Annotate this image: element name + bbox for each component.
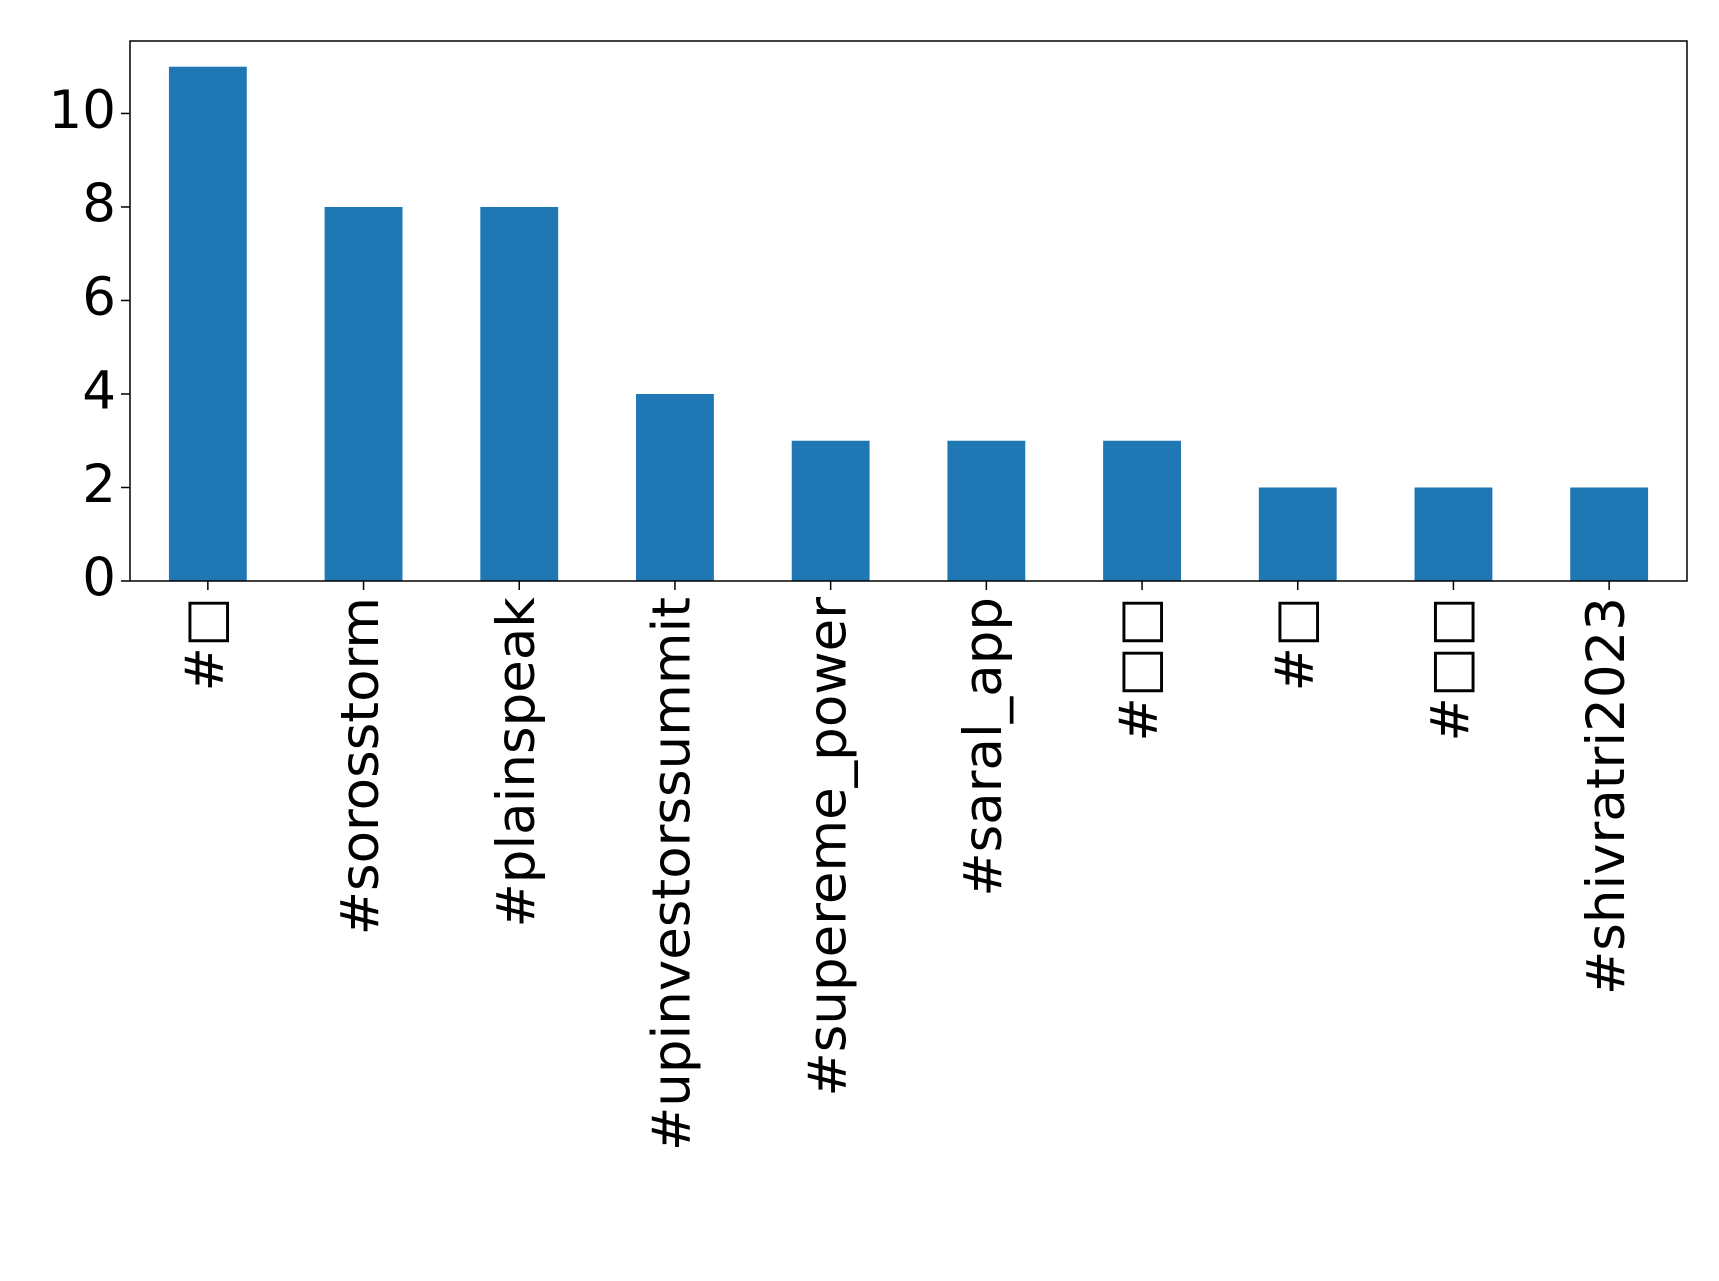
bar [480, 206, 559, 581]
bar [636, 393, 714, 581]
plot-frame [129, 40, 1688, 582]
y-tick-label: 10 [49, 80, 116, 141]
bar [947, 440, 1026, 581]
x-tick-label: #□ [174, 597, 235, 691]
bar [324, 206, 403, 581]
x-tick-label: #□ [1264, 597, 1325, 691]
x-tick-label: #plainspeak [486, 597, 547, 928]
y-tick-label: 6 [82, 267, 116, 328]
bar [168, 66, 247, 581]
y-tick-label: 8 [82, 174, 116, 235]
x-tick-label: #supereme_power [797, 597, 858, 1097]
x-tick-label: #□□ [1420, 597, 1481, 742]
bar [1258, 487, 1337, 581]
y-tick-label: 0 [82, 548, 116, 609]
x-tick-label: #shivratri2023 [1576, 597, 1637, 995]
y-tick-label: 4 [82, 361, 116, 422]
x-tick-label: #sorosstorm [330, 597, 391, 935]
bar [1570, 487, 1649, 581]
bar [791, 440, 870, 581]
bar [1103, 440, 1181, 581]
bar [1414, 487, 1493, 581]
x-tick-label: #□□ [1109, 597, 1170, 742]
x-tick-label: #saral_app [953, 597, 1014, 897]
x-tick-label: #upinvestorssummit [642, 597, 703, 1151]
y-tick-label: 2 [82, 454, 116, 515]
